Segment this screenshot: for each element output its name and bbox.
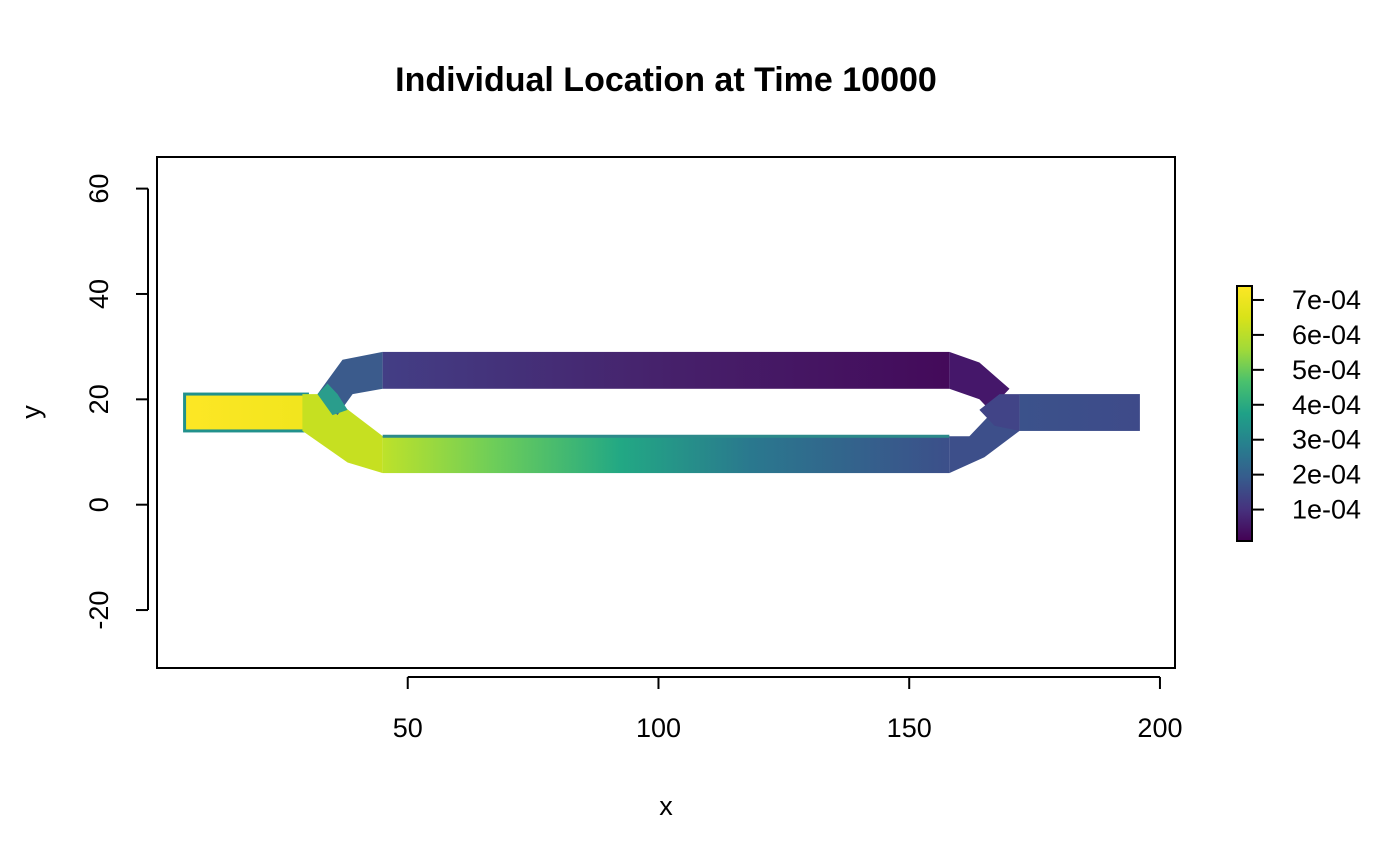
region-junction-left-mix bbox=[317, 383, 348, 416]
y-axis: -20 0 20 40 60 bbox=[84, 174, 149, 630]
x-tick-label: 50 bbox=[393, 713, 423, 743]
region-inlet bbox=[183, 392, 309, 433]
colorbar-tick-label: 2e-04 bbox=[1292, 460, 1361, 490]
y-tick-label: 20 bbox=[84, 384, 114, 414]
colorbar-tick-label: 6e-04 bbox=[1292, 320, 1361, 350]
y-tick-label: 40 bbox=[84, 279, 114, 309]
y-tick-label: 60 bbox=[84, 174, 114, 204]
region-outlet bbox=[1019, 394, 1140, 431]
colorbar-tick-label: 5e-04 bbox=[1292, 355, 1361, 385]
y-tick-label: -20 bbox=[84, 591, 114, 630]
x-tick-label: 100 bbox=[636, 713, 681, 743]
plot-area bbox=[183, 351, 1140, 474]
x-axis-label: x bbox=[659, 791, 673, 821]
region-upper-channel bbox=[382, 351, 950, 389]
colorbar-tick-label: 4e-04 bbox=[1292, 390, 1361, 420]
region-lower-channel bbox=[382, 436, 950, 474]
chart-title: Individual Location at Time 10000 bbox=[395, 61, 937, 99]
y-tick-label: 0 bbox=[84, 497, 114, 512]
region-junction-right-upper bbox=[949, 351, 1010, 410]
colorbar-tick-label: 3e-04 bbox=[1292, 425, 1361, 455]
x-tick-label: 150 bbox=[887, 713, 932, 743]
colorbar-tick-label: 7e-04 bbox=[1292, 285, 1361, 315]
colorbar-tick-label: 1e-04 bbox=[1292, 495, 1361, 525]
plot-frame bbox=[156, 156, 1176, 669]
x-axis: 50 100 150 200 bbox=[393, 676, 1182, 743]
region-junction-left-lower bbox=[302, 394, 383, 474]
x-tick-label: 200 bbox=[1137, 713, 1182, 743]
region-junction-right-mix bbox=[979, 394, 1020, 431]
colorbar-bar bbox=[1236, 285, 1253, 542]
colorbar-legend: 1e-04 2e-04 3e-04 4e-04 5e-04 6e-04 7e-04 bbox=[1236, 285, 1361, 542]
y-axis-label: y bbox=[16, 405, 46, 419]
